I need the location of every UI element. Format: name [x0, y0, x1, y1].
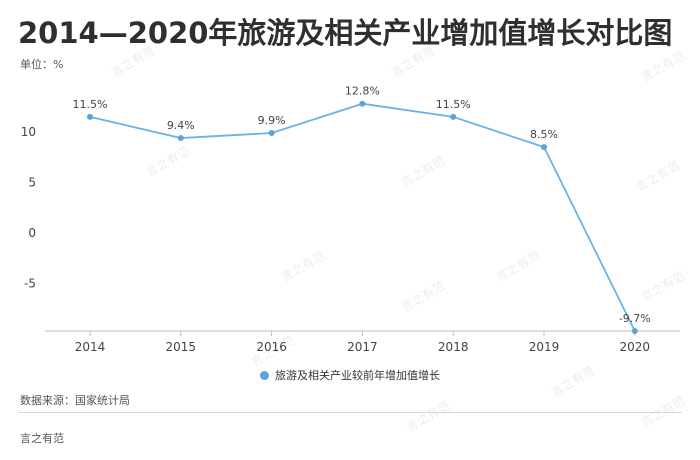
- data-point: [177, 135, 184, 142]
- y-tick-label: 0: [28, 226, 36, 240]
- divider: [18, 412, 682, 413]
- legend-marker: [260, 370, 269, 380]
- x-tick-label: 2014: [75, 340, 106, 354]
- watermark-text: 言之有范: [279, 248, 328, 284]
- data-source: 数据来源：国家统计局: [20, 394, 130, 407]
- chart-title: 2014—2020年旅游及相关产业增加值增长对比图: [18, 16, 673, 50]
- data-label: 12.8%: [345, 85, 380, 98]
- data-point: [268, 130, 275, 137]
- unit-label: 单位：%: [20, 58, 64, 71]
- data-point: [359, 100, 366, 107]
- watermark-text: 言之有范: [404, 398, 453, 434]
- data-label: 9.4%: [167, 119, 195, 132]
- y-tick-label: 5: [28, 176, 36, 190]
- watermark-text: 言之有范: [639, 268, 688, 304]
- watermark-text: 言之有范: [144, 143, 193, 179]
- data-label: -9.7%: [619, 312, 651, 325]
- x-tick-label: 2018: [438, 340, 469, 354]
- x-tick-label: 2020: [620, 340, 651, 354]
- data-label: 9.9%: [258, 114, 286, 127]
- watermark-text: 言之有范: [109, 43, 158, 79]
- data-label: 11.5%: [436, 98, 471, 111]
- data-point: [541, 144, 547, 151]
- x-tick-label: 2019: [529, 340, 560, 354]
- x-tick-label: 2017: [347, 340, 378, 354]
- data-point: [87, 113, 93, 120]
- data-point: [631, 327, 638, 334]
- x-tick-label: 2016: [256, 340, 287, 354]
- watermark-text: 言之有范: [639, 48, 688, 84]
- brand-footer: 言之有范: [20, 432, 64, 445]
- watermark-text: 言之有范: [389, 43, 438, 79]
- data-point: [450, 113, 457, 120]
- y-tick-label: -5: [24, 277, 36, 291]
- watermark-text: 言之有范: [399, 278, 448, 314]
- watermark-text: 言之有范: [494, 248, 543, 284]
- legend[interactable]: 旅游及相关产业较前年增加值增长: [0, 367, 700, 383]
- data-label: 8.5%: [530, 128, 558, 141]
- data-label: 11.5%: [73, 98, 108, 111]
- watermark-text: 言之有范: [399, 153, 448, 189]
- legend-label: 旅游及相关产业较前年增加值增长: [275, 369, 440, 382]
- watermark-text: 言之有范: [634, 158, 683, 194]
- x-tick-label: 2015: [166, 340, 197, 354]
- y-tick-label: 10: [21, 125, 36, 139]
